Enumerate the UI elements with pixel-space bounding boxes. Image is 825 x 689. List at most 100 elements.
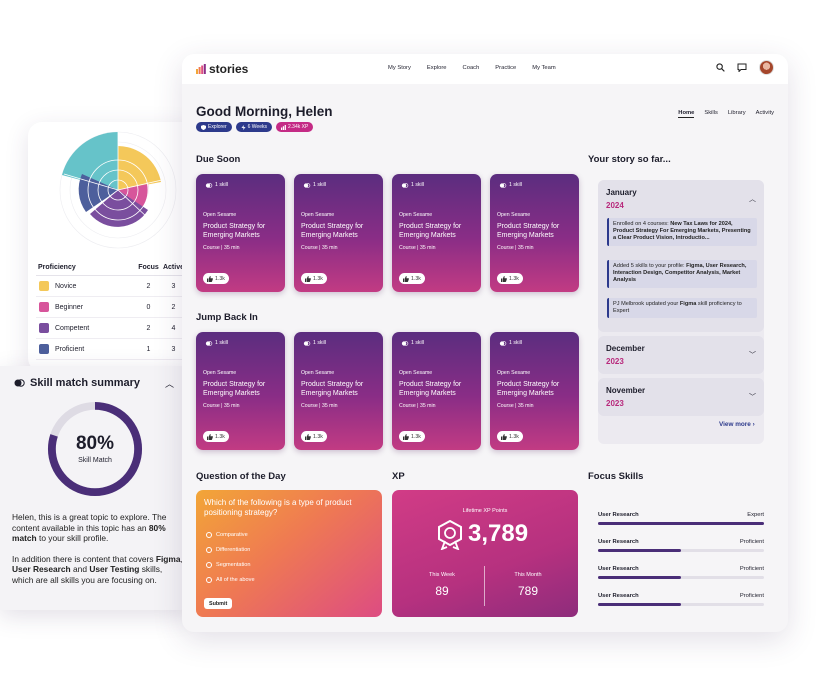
focus-skill-row[interactable]: User Research Proficient bbox=[598, 566, 764, 579]
skill-count: 1 skill bbox=[499, 182, 522, 188]
nav-my-team[interactable]: My Team bbox=[532, 65, 556, 71]
question-text: Which of the following is a type of prod… bbox=[204, 498, 352, 517]
course-meta: Course | 35 min bbox=[497, 245, 534, 251]
nav-coach[interactable]: Coach bbox=[462, 65, 480, 71]
course-meta: Course | 35 min bbox=[203, 245, 240, 251]
radio-button[interactable] bbox=[206, 547, 212, 553]
course-title: Product Strategy for Emerging Markets bbox=[301, 381, 364, 397]
skill-progress-track bbox=[598, 549, 764, 552]
story-heading: Your story so far... bbox=[588, 154, 671, 165]
chevron-down-icon[interactable]: ﹀ bbox=[749, 394, 756, 401]
nav-my-story[interactable]: My Story bbox=[388, 65, 411, 71]
skill-match-ring bbox=[47, 401, 143, 497]
story-month-december[interactable]: December 2023 ﹀ bbox=[598, 336, 764, 374]
proficiency-row: Competent 2 4 bbox=[36, 318, 186, 339]
question-heading: Question of the Day bbox=[196, 471, 286, 482]
course-title: Product Strategy for Emerging Markets bbox=[399, 381, 462, 397]
thumbs-up-icon bbox=[305, 433, 311, 440]
tab-activity[interactable]: Activity bbox=[755, 110, 774, 116]
story-event: Added 5 skills to your profile: Figma, U… bbox=[607, 260, 757, 288]
toggle-icon bbox=[303, 182, 311, 188]
focus-skill-row[interactable]: User Research Proficient bbox=[598, 539, 764, 552]
likes-badge[interactable]: 1.3k bbox=[497, 431, 523, 442]
xp-badge: 2.34k XP bbox=[276, 122, 314, 132]
nav-explore[interactable]: Explore bbox=[426, 65, 447, 71]
color-swatch bbox=[39, 344, 49, 354]
proficiency-name: Novice bbox=[55, 282, 77, 290]
answer-option[interactable]: All of the above bbox=[206, 577, 255, 583]
course-provider: Open Sesame bbox=[301, 212, 335, 218]
jump-back-in-card[interactable]: 1 skill Open Sesame Product Strategy for E… bbox=[294, 332, 383, 450]
view-more-link[interactable]: View more › bbox=[719, 421, 755, 428]
answer-option[interactable]: Comparative bbox=[206, 532, 248, 538]
course-provider: Open Sesame bbox=[497, 212, 531, 218]
radio-button[interactable] bbox=[206, 532, 212, 538]
story-month-january[interactable]: January 2024 ︿ Enrolled on 4 courses: Ne… bbox=[598, 180, 764, 332]
user-badges: Explorer 6 Weeks 2.34k XP bbox=[196, 122, 314, 132]
focus-skill-row[interactable]: User Research Proficient bbox=[598, 593, 764, 606]
tab-home[interactable]: Home bbox=[678, 110, 695, 118]
proficiency-row: Beginner 0 2 bbox=[36, 297, 186, 318]
jump-back-in-card[interactable]: 1 skill Open Sesame Product Strategy for E… bbox=[196, 332, 285, 450]
radio-button[interactable] bbox=[206, 562, 212, 568]
skill-match-para-1: Helen, this is a great topic to explore.… bbox=[12, 512, 167, 543]
likes-badge[interactable]: 1.3k bbox=[203, 431, 229, 442]
due-soon-heading: Due Soon bbox=[196, 154, 241, 165]
question-card: Which of the following is a type of prod… bbox=[196, 490, 382, 617]
toggle-icon bbox=[205, 340, 213, 346]
skill-match-title-text: Skill match summary bbox=[30, 377, 141, 389]
skill-progress-track bbox=[598, 603, 764, 606]
skill-count: 1 skill bbox=[205, 340, 228, 346]
likes-badge[interactable]: 1.3k bbox=[301, 431, 327, 442]
chevron-down-icon[interactable]: ﹀ bbox=[749, 352, 756, 359]
logo-text: stories bbox=[209, 62, 249, 76]
answer-option[interactable]: Segmentation bbox=[206, 562, 251, 568]
due-soon-card[interactable]: 1 skill Open Sesame Product Strategy for E… bbox=[294, 174, 383, 292]
proficiency-radial-chart bbox=[59, 131, 177, 249]
lifetime-xp-label: Lifetime XP Points bbox=[462, 508, 508, 514]
story-event: PJ Melbrook updated your Figma skill pro… bbox=[607, 298, 757, 319]
tab-library[interactable]: Library bbox=[727, 110, 746, 116]
lifetime-xp-value: 3,789 bbox=[468, 520, 529, 547]
search-icon[interactable] bbox=[716, 63, 725, 72]
jump-back-in-card[interactable]: 1 skill Open Sesame Product Strategy for E… bbox=[392, 332, 481, 450]
radio-button[interactable] bbox=[206, 577, 212, 583]
proficiency-table: Proficiency Focus Active Novice 2 3 Beginne… bbox=[36, 260, 186, 360]
likes-badge[interactable]: 1.3k bbox=[301, 273, 327, 284]
thumbs-up-icon bbox=[403, 275, 409, 282]
main-nav: My Story Explore Coach Practice My Team bbox=[388, 65, 556, 71]
answer-option[interactable]: Differentiation bbox=[206, 547, 250, 553]
year-label: 2024 bbox=[606, 201, 624, 210]
focus-count: 2 bbox=[146, 324, 151, 332]
likes-badge[interactable]: 1.3k bbox=[497, 273, 523, 284]
top-icons bbox=[716, 60, 774, 75]
proficiency-name: Competent bbox=[55, 324, 90, 332]
likes-badge[interactable]: 1.3k bbox=[203, 273, 229, 284]
month-label: December bbox=[606, 344, 645, 353]
course-meta: Course | 35 min bbox=[497, 403, 534, 409]
due-soon-card[interactable]: 1 skill Open Sesame Product Strategy for E… bbox=[392, 174, 481, 292]
focus-skill-row[interactable]: User Research Expert bbox=[598, 512, 764, 525]
chevron-up-icon[interactable]: ︿ bbox=[749, 196, 756, 203]
likes-badge[interactable]: 1.3k bbox=[399, 273, 425, 284]
course-provider: Open Sesame bbox=[203, 212, 237, 218]
chart-segment-purple bbox=[90, 190, 148, 227]
stories-logo[interactable]: stories bbox=[196, 62, 248, 76]
focus-count: 0 bbox=[146, 303, 151, 311]
tab-skills[interactable]: Skills bbox=[704, 110, 718, 116]
due-soon-card[interactable]: 1 skill Open Sesame Product Strategy for E… bbox=[196, 174, 285, 292]
logo-icon bbox=[196, 64, 206, 74]
focus-skills-heading: Focus Skills bbox=[588, 471, 644, 482]
avatar[interactable] bbox=[759, 60, 774, 75]
nav-practice[interactable]: Practice bbox=[495, 65, 517, 71]
toggle-icon bbox=[499, 182, 507, 188]
chat-icon[interactable] bbox=[737, 63, 747, 72]
jump-back-in-card[interactable]: 1 skill Open Sesame Product Strategy for E… bbox=[490, 332, 579, 450]
due-soon-card[interactable]: 1 skill Open Sesame Product Strategy for E… bbox=[490, 174, 579, 292]
chevron-up-icon[interactable]: ︿ bbox=[165, 379, 175, 389]
story-month-november[interactable]: November 2023 ﹀ bbox=[598, 378, 764, 416]
skill-progress-fill bbox=[598, 603, 681, 606]
thumbs-up-icon bbox=[403, 433, 409, 440]
submit-button[interactable]: Submit bbox=[204, 598, 233, 609]
likes-badge[interactable]: 1.3k bbox=[399, 431, 425, 442]
